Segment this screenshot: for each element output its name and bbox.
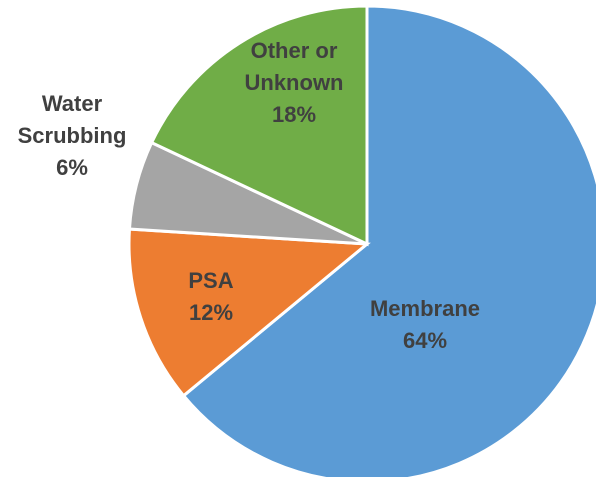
slice-value-label: 18% [272, 102, 316, 127]
slice-label-water-scrubbing: Water Scrubbing 6% [18, 91, 127, 180]
slice-name-label: Other or [251, 38, 338, 63]
slice-label-other-or-unknown: Other or Unknown 18% [245, 38, 344, 127]
slice-value-label: 6% [56, 155, 88, 180]
slice-name-label: Unknown [245, 70, 344, 95]
labels-layer: Membrane 64% PSA 12% Water Scrubbing 6% Other o… [18, 38, 480, 353]
slice-value-label: 12% [189, 300, 233, 325]
slice-value-label: 64% [403, 328, 447, 353]
pie-slice-membrane [181, 4, 596, 477]
slice-name-label: Water [42, 91, 103, 116]
slice-name-label: Membrane [370, 296, 480, 321]
slice-label-membrane: Membrane 64% [370, 296, 480, 353]
slices-layer [127, 4, 596, 477]
pie-slice-other-or-unknown [149, 4, 369, 247]
pie-slice-psa [127, 227, 371, 398]
slice-name-label: Scrubbing [18, 123, 127, 148]
slice-name-label: PSA [188, 268, 233, 293]
slice-label-psa: PSA 12% [188, 268, 233, 325]
